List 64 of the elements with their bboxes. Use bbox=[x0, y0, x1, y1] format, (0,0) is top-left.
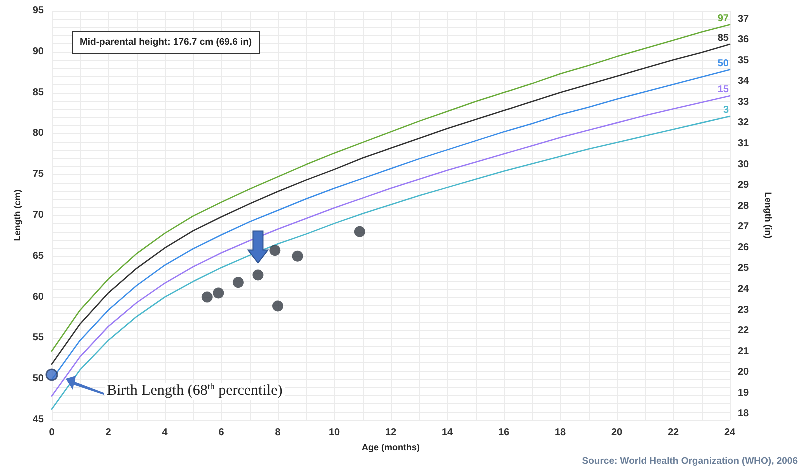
x-tick-label: 10 bbox=[328, 428, 340, 438]
point bbox=[202, 292, 213, 303]
x-tick-label: 20 bbox=[611, 428, 623, 438]
y2-tick-label: 29 bbox=[738, 180, 750, 192]
series-label: 50 bbox=[718, 58, 730, 70]
y2-tick-label: 25 bbox=[738, 263, 750, 274]
annotation: Birth Length (68$^{th}$ percentile) bbox=[105, 382, 285, 400]
y2-tick-label: 18 bbox=[738, 408, 750, 420]
y2-tick-label: 22 bbox=[738, 326, 750, 337]
point bbox=[292, 250, 304, 262]
y2-tick-label: 35 bbox=[738, 55, 750, 66]
y2-tick-label: 28 bbox=[738, 200, 750, 212]
y2-tick-label: 24 bbox=[738, 284, 750, 295]
y2-tick-label: 21 bbox=[738, 346, 750, 358]
y-tick-label: 80 bbox=[32, 128, 44, 140]
series-label: 3 bbox=[723, 105, 730, 116]
y2-tick-label: 31 bbox=[738, 138, 750, 150]
point bbox=[354, 226, 366, 238]
x-tick-label: 8 bbox=[275, 428, 282, 438]
source-note: Source: World Health Organization (WHO), 2006 bbox=[582, 456, 798, 467]
y2-tick-label: 34 bbox=[738, 76, 750, 88]
y-tick-label: 95 bbox=[32, 6, 44, 16]
annotation: Mid-parental height: 176.7 cm (69.6 in) bbox=[72, 31, 260, 54]
series-label: 85 bbox=[718, 33, 730, 44]
y2-tick-label: 32 bbox=[738, 118, 750, 129]
y2-tick-label: 23 bbox=[738, 304, 750, 316]
y2-tick-label: 27 bbox=[738, 222, 750, 233]
x-tick-label: 2 bbox=[106, 428, 112, 438]
y2-tick-label: 30 bbox=[738, 159, 750, 170]
y2-tick-label: 19 bbox=[738, 388, 750, 399]
y2-axis-title: Length (in) bbox=[764, 192, 774, 239]
x-tick-label: 6 bbox=[218, 428, 225, 438]
point bbox=[252, 270, 264, 281]
y2-tick-label: 36 bbox=[738, 34, 750, 46]
y-axis-title: Length (cm) bbox=[12, 190, 22, 242]
y-tick-label: 45 bbox=[32, 414, 44, 426]
point bbox=[270, 245, 281, 256]
y-tick-label: 50 bbox=[32, 374, 44, 385]
point bbox=[272, 300, 284, 312]
x-tick-label: 4 bbox=[162, 428, 168, 438]
x-tick-label: 16 bbox=[498, 428, 510, 438]
y-tick-label: 70 bbox=[32, 210, 44, 221]
y-tick-label: 65 bbox=[32, 250, 44, 262]
point bbox=[232, 277, 244, 288]
y2-tick-label: 33 bbox=[738, 96, 750, 108]
y-tick-label: 60 bbox=[32, 292, 44, 303]
y2-tick-label: 20 bbox=[738, 367, 750, 378]
y-tick-label: 75 bbox=[32, 169, 44, 180]
series-label: 15 bbox=[718, 84, 730, 96]
x-tick-label: 14 bbox=[442, 428, 454, 438]
y2-tick-label: 37 bbox=[738, 14, 750, 25]
point bbox=[213, 288, 224, 299]
y-tick-label: 85 bbox=[32, 87, 44, 98]
x-axis-title: Age (months) bbox=[362, 442, 420, 452]
x-tick-label: 22 bbox=[668, 428, 680, 438]
x-tick-label: 24 bbox=[724, 428, 736, 438]
y-tick-label: 55 bbox=[32, 332, 44, 344]
x-tick-label: 12 bbox=[385, 428, 397, 438]
y2-tick-label: 26 bbox=[738, 242, 750, 254]
x-tick-label: 0 bbox=[49, 428, 56, 438]
point bbox=[46, 368, 58, 382]
series-label: 97 bbox=[718, 13, 730, 24]
x-tick-label: 18 bbox=[554, 428, 566, 438]
y-tick-label: 90 bbox=[32, 46, 44, 58]
